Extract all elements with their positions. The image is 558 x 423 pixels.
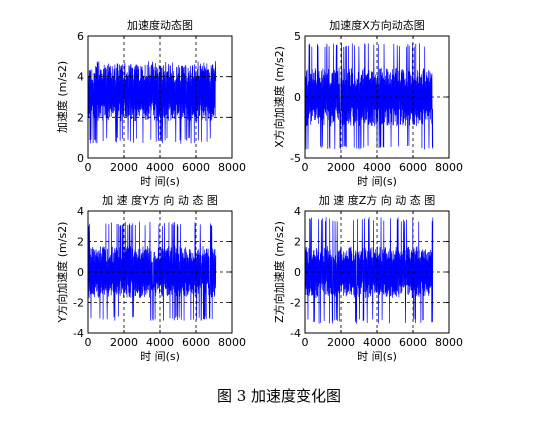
subplot-4: 0 2000 4000 6000 8000 -4 -2 0 2 4 加 速 度Z方 向 动 态 图时…	[272, 193, 463, 363]
y-tick-label: 0	[77, 266, 84, 279]
x-tick-label: 2000	[110, 161, 138, 174]
y-axis-label: 加速度 (m/s2)	[55, 61, 69, 133]
x-tick-label: 2000	[327, 161, 355, 174]
y-tick-label: 4	[294, 205, 301, 218]
y-tick-label: 0	[294, 91, 301, 104]
y-axis-label: X方向加速度 (m/s2)	[272, 46, 286, 148]
y-tick-label: -4	[290, 327, 301, 340]
x-tick-label: 6000	[182, 161, 210, 174]
x-tick-label: 6000	[399, 336, 427, 349]
figure-caption: 图 3 加速度变化图	[216, 387, 342, 405]
y-tick-label: 4	[77, 71, 84, 84]
y-tick-label: 5	[294, 30, 301, 43]
x-axis-label: 时 间(s)	[140, 175, 180, 188]
x-tick-label: 8000	[435, 336, 463, 349]
x-tick-label: 4000	[146, 161, 174, 174]
x-axis-label: 时 间(s)	[140, 350, 180, 363]
x-tick-label: 0	[85, 161, 92, 174]
y-tick-label: 2	[77, 111, 84, 124]
y-tick-label: 4	[77, 205, 84, 218]
y-tick-label: 2	[77, 236, 84, 249]
x-axis-label: 时 间(s)	[357, 350, 397, 363]
series-line	[305, 43, 434, 150]
y-axis-label: Z方向加速度 (m/s2)	[272, 221, 286, 323]
x-tick-label: 4000	[363, 336, 391, 349]
x-tick-label: 0	[302, 161, 309, 174]
y-tick-label: 2	[294, 236, 301, 249]
y-tick-label: 0	[294, 266, 301, 279]
x-tick-label: 4000	[146, 336, 174, 349]
y-tick-label: -4	[73, 327, 84, 340]
y-tick-label: 0	[77, 152, 84, 165]
x-tick-label: 6000	[182, 336, 210, 349]
x-tick-label: 6000	[399, 161, 427, 174]
subplot-3: 0 2000 4000 6000 8000 -4 -2 0 2 4 加 速 度Y方 向 动 态 图时…	[55, 193, 246, 363]
x-tick-label: 4000	[363, 161, 391, 174]
series-line	[88, 221, 217, 321]
x-tick-label: 0	[85, 336, 92, 349]
x-axis-label: 时 间(s)	[357, 175, 397, 188]
subplot-title: 加 速 度Y方 向 动 态 图	[102, 193, 218, 207]
x-tick-label: 2000	[110, 336, 138, 349]
series-line	[88, 61, 217, 144]
x-tick-label: 0	[302, 336, 309, 349]
series-line	[305, 217, 434, 324]
x-tick-label: 8000	[218, 336, 246, 349]
subplot-title: 加速度动态图	[127, 18, 193, 32]
y-tick-label: 6	[77, 30, 84, 43]
y-axis-label: Y方向加速度 (m/s2)	[55, 222, 69, 324]
y-tick-label: -2	[73, 297, 84, 310]
x-tick-label: 2000	[327, 336, 355, 349]
subplot-title: 加速度X方向动态图	[329, 18, 425, 32]
y-tick-label: -2	[290, 297, 301, 310]
x-tick-label: 8000	[435, 161, 463, 174]
subplot-title: 加 速 度Z方 向 动 态 图	[319, 193, 436, 207]
x-tick-label: 8000	[218, 161, 246, 174]
y-tick-label: -5	[290, 152, 301, 165]
